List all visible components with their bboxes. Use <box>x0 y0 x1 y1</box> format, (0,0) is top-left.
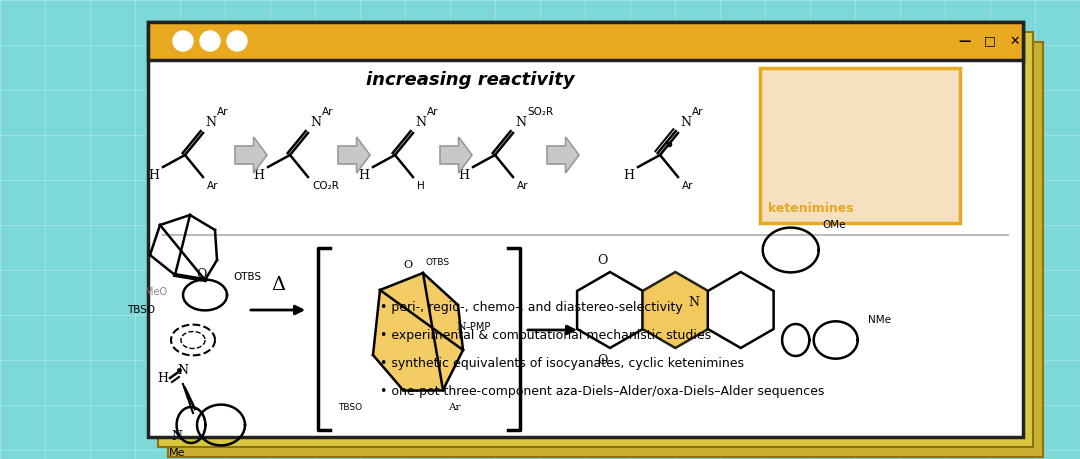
Text: OTBS: OTBS <box>233 272 261 282</box>
Text: ketenimines: ketenimines <box>768 202 853 215</box>
Text: Ar: Ar <box>207 181 218 191</box>
Bar <box>168 42 1043 457</box>
Text: H: H <box>623 169 634 182</box>
Text: –PMP: –PMP <box>465 322 491 332</box>
Bar <box>760 68 960 223</box>
Text: OTBS: OTBS <box>426 258 450 267</box>
Text: TBSO: TBSO <box>338 403 362 413</box>
Text: NMe: NMe <box>867 315 891 325</box>
Text: H: H <box>253 169 264 182</box>
Text: Ar: Ar <box>517 181 528 191</box>
Text: CO₂R: CO₂R <box>312 181 339 191</box>
Text: • synthetic equivalents of isocyanates, cyclic ketenimines: • synthetic equivalents of isocyanates, … <box>380 358 744 370</box>
Text: O: O <box>195 269 206 281</box>
Text: —: — <box>959 34 971 47</box>
Text: H: H <box>158 371 168 385</box>
Polygon shape <box>373 273 463 390</box>
Polygon shape <box>643 272 708 348</box>
Text: □: □ <box>984 34 996 47</box>
Text: increasing reactivity: increasing reactivity <box>366 71 575 89</box>
Polygon shape <box>235 137 267 173</box>
Text: Ar: Ar <box>427 107 438 117</box>
Text: Ar: Ar <box>217 107 229 117</box>
Circle shape <box>200 31 220 51</box>
Text: TBSO: TBSO <box>126 305 156 315</box>
Bar <box>158 32 1032 447</box>
Text: N: N <box>172 431 183 443</box>
Circle shape <box>227 31 247 51</box>
Text: • experimental & computational mechanistic studies: • experimental & computational mechanist… <box>380 330 711 342</box>
Polygon shape <box>338 137 370 173</box>
Text: Ar: Ar <box>322 107 334 117</box>
Text: N: N <box>415 116 426 129</box>
Text: H: H <box>148 169 159 182</box>
Text: H: H <box>357 169 369 182</box>
Text: • peri-, regio-, chemo-, and diastereo-selectivity: • peri-, regio-, chemo-, and diastereo-s… <box>380 302 683 314</box>
Text: N: N <box>680 116 691 129</box>
Polygon shape <box>707 272 773 348</box>
Text: Ar: Ar <box>692 107 703 117</box>
Text: Ar: Ar <box>681 181 693 191</box>
Text: MeO: MeO <box>145 287 167 297</box>
Bar <box>148 22 1023 437</box>
Polygon shape <box>440 137 472 173</box>
Text: O: O <box>597 353 607 366</box>
Text: ✕: ✕ <box>1010 34 1021 47</box>
Text: SO₂R: SO₂R <box>527 107 553 117</box>
Text: Ar: Ar <box>448 403 460 413</box>
Text: N: N <box>310 116 321 129</box>
Circle shape <box>173 31 193 51</box>
Bar <box>148 22 1023 60</box>
Text: • one-pot three-component aza-Diels–Alder/oxa-Diels–Alder sequences: • one-pot three-component aza-Diels–Alde… <box>380 386 824 398</box>
Text: O: O <box>597 253 607 267</box>
Text: N: N <box>688 296 699 308</box>
Text: OMe: OMe <box>823 220 847 230</box>
Polygon shape <box>546 137 579 173</box>
Text: H: H <box>458 169 469 182</box>
Polygon shape <box>577 272 643 348</box>
Text: H: H <box>417 181 424 191</box>
Text: Me: Me <box>168 448 186 458</box>
Text: O: O <box>404 260 413 270</box>
Text: Δ: Δ <box>271 276 285 294</box>
Text: N: N <box>205 116 216 129</box>
Text: N: N <box>456 322 465 332</box>
Text: N: N <box>177 364 189 376</box>
Text: N: N <box>515 116 526 129</box>
